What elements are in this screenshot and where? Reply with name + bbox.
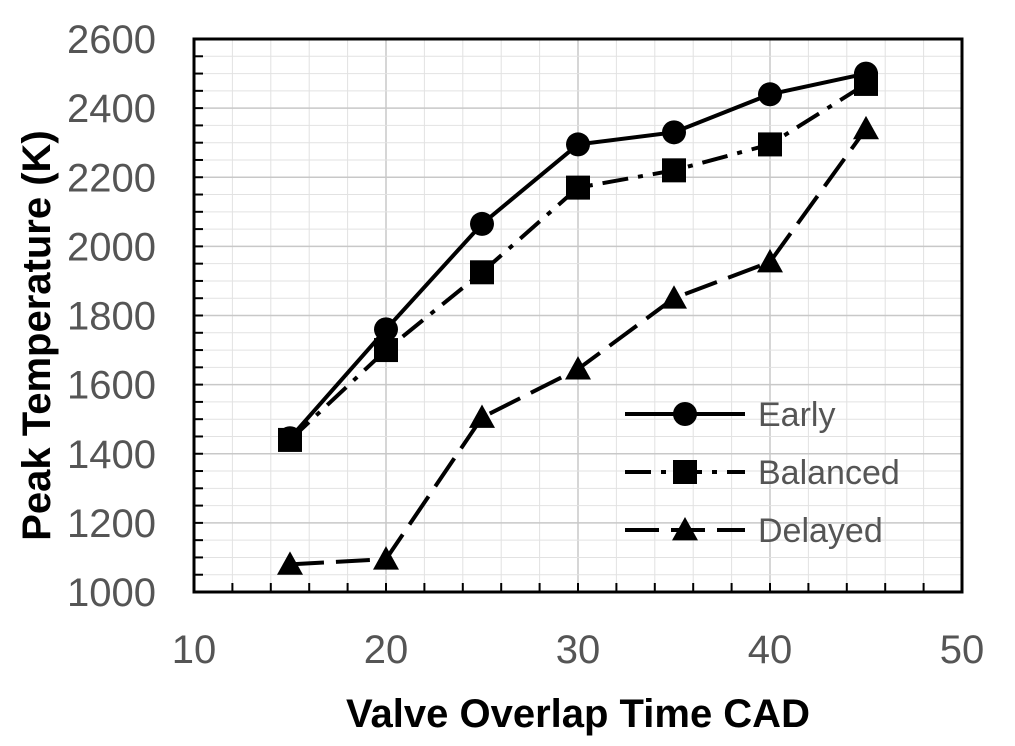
- y-tick-labels: 1000 1200 1400 1600 1800 2000 2200 2400 2600: [67, 18, 156, 615]
- y-tick-label: 1400: [67, 433, 156, 477]
- y-tick-label: 2600: [67, 18, 156, 62]
- grid: [193, 38, 963, 593]
- x-tick-labels: 10 20 30 40 50: [172, 628, 985, 672]
- data-point-balanced: [566, 175, 590, 200]
- y-tick-label: 1200: [67, 502, 156, 546]
- data-point-early: [470, 211, 494, 236]
- x-tick-label: 50: [940, 628, 985, 672]
- legend: Early Balanced Delayed: [625, 396, 900, 550]
- y-tick-label: 2200: [67, 156, 156, 200]
- data-point-balanced: [854, 71, 878, 96]
- data-point-balanced: [278, 427, 302, 452]
- data-point-delayed: [853, 115, 879, 140]
- data-point-balanced: [758, 132, 782, 157]
- legend-entry-delayed: Delayed: [625, 512, 883, 550]
- y-tick-label: 1000: [67, 571, 156, 615]
- legend-marker-early: [673, 402, 697, 426]
- data-point-early: [374, 317, 398, 342]
- y-tick-label: 2400: [67, 87, 156, 131]
- y-axis-title: Peak Temperature (K): [15, 130, 59, 541]
- data-point-delayed: [661, 285, 687, 309]
- data-point-early: [758, 82, 782, 107]
- x-tick-label: 20: [364, 628, 409, 672]
- legend-label-delayed: Delayed: [758, 512, 883, 550]
- data-point-early: [566, 132, 590, 157]
- y-tick-label: 1600: [67, 364, 156, 408]
- x-tick-label: 30: [556, 628, 601, 672]
- data-point-delayed: [565, 356, 591, 380]
- series-balanced: [278, 71, 878, 452]
- data-point-delayed: [277, 551, 303, 575]
- series-delayed: [277, 115, 879, 575]
- data-point-delayed: [757, 248, 783, 273]
- legend-entry-balanced: Balanced: [625, 454, 900, 492]
- y-tick-label: 1800: [67, 295, 156, 339]
- series-layer: [277, 61, 879, 575]
- legend-entry-early: Early: [625, 396, 835, 434]
- y-tick-label: 2000: [67, 225, 156, 269]
- x-tick-label: 10: [172, 628, 217, 672]
- data-point-balanced: [662, 158, 686, 183]
- data-point-balanced: [374, 338, 398, 363]
- legend-marker-delayed: [672, 517, 698, 541]
- legend-label-balanced: Balanced: [758, 454, 900, 492]
- legend-label-early: Early: [758, 396, 835, 434]
- data-point-early: [662, 120, 686, 145]
- legend-marker-balanced: [673, 460, 697, 484]
- data-point-balanced: [470, 260, 494, 285]
- plot-frame: [192, 37, 964, 594]
- data-point-delayed: [469, 404, 495, 428]
- x-tick-label: 40: [748, 628, 793, 672]
- x-axis-title: Valve Overlap Time CAD: [346, 692, 810, 736]
- data-point-delayed: [373, 546, 399, 570]
